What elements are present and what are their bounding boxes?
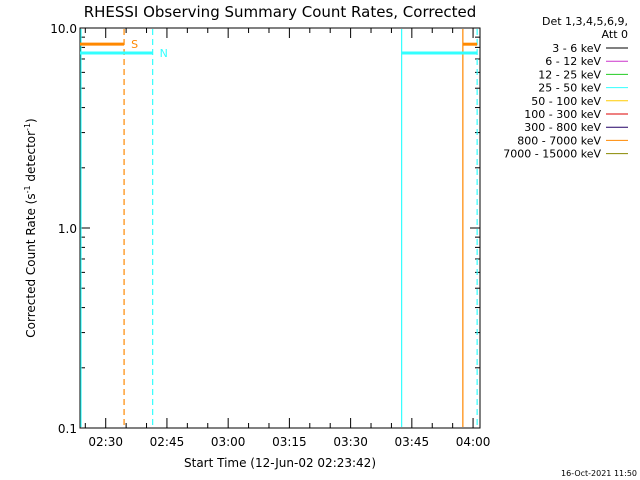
- legend-header-line2: Att 0: [602, 28, 628, 41]
- y-axis-label-part2: detector: [24, 131, 38, 186]
- y-axis-label-sup1: -1: [23, 185, 32, 193]
- x-axis-label: Start Time (12-Jun-02 02:23:42): [184, 456, 376, 470]
- legend-entry-label: 12 - 25 keV: [538, 68, 601, 81]
- y-tick-label: 1.0: [58, 222, 77, 236]
- y-axis-label-part1: Corrected Count Rate (s: [24, 193, 38, 337]
- y-tick-label: 10.0: [50, 22, 77, 36]
- legend-entry-label: 3 - 6 keV: [552, 42, 601, 55]
- x-tick-label: 03:30: [333, 435, 368, 449]
- data-bar-label: N: [160, 47, 168, 60]
- y-tick-label: 0.1: [58, 422, 77, 436]
- data-lines: SN: [80, 29, 478, 427]
- axis-ticks: 0.1 1.0 10.0 02:30 02:45 03:00 03:15 03:30 03:45…: [50, 22, 490, 449]
- chart-title: RHESSI Observing Summary Count Rates, Co…: [84, 3, 477, 21]
- legend-entry-label: 800 - 7000 keV: [517, 134, 601, 147]
- legend-entry-label: 7000 - 15000 keV: [503, 148, 601, 161]
- x-tick-label: 02:30: [88, 435, 123, 449]
- legend-entry-label: 25 - 50 keV: [538, 82, 601, 95]
- y-axis-label-part3: ): [24, 118, 38, 123]
- plot-frame: [79, 27, 481, 429]
- legend-header-line1: Det 1,3,4,5,6,9,: [542, 15, 628, 28]
- legend-entry-label: 50 - 100 keV: [531, 95, 601, 108]
- timestamp: 16-Oct-2021 11:50: [561, 469, 637, 478]
- x-tick-label: 03:00: [211, 435, 246, 449]
- y-axis-label-sup2: -1: [23, 123, 32, 131]
- y-axis-label: Corrected Count Rate (s-1 detector-1): [23, 118, 38, 337]
- x-tick-label: 02:45: [150, 435, 185, 449]
- x-tick-label: 03:45: [395, 435, 430, 449]
- legend-entry-label: 300 - 800 keV: [524, 121, 601, 134]
- legend-entry-label: 6 - 12 keV: [545, 55, 601, 68]
- x-tick-label: 03:15: [272, 435, 307, 449]
- data-bar-label: S: [131, 38, 138, 51]
- x-tick-label: 04:00: [456, 435, 491, 449]
- legend-entry-label: 100 - 300 keV: [524, 108, 601, 121]
